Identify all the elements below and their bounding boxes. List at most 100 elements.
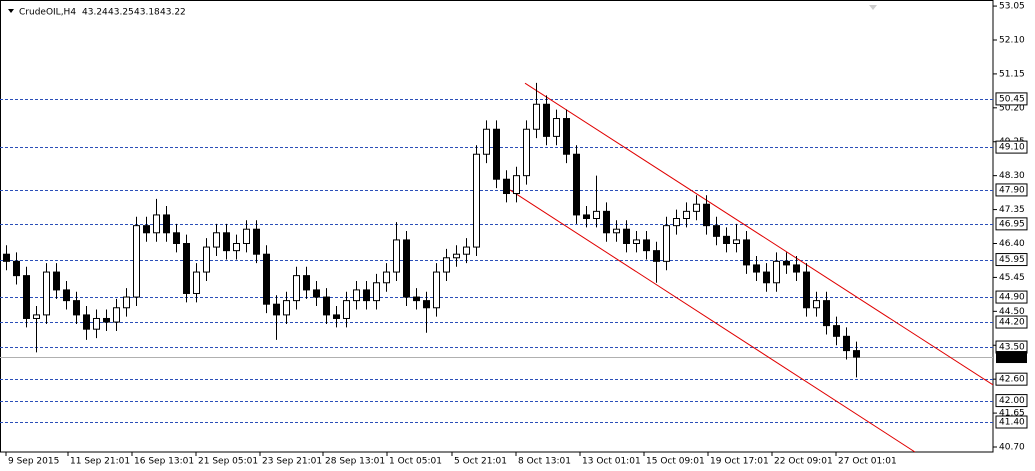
candle-body (523, 128, 530, 177)
candle-body (553, 118, 560, 137)
x-tick-label: 5 Oct 21:01 (454, 457, 507, 467)
candle-body (233, 242, 240, 252)
x-tick-label: 19 Oct 17:01 (710, 457, 769, 467)
candle-body (743, 239, 750, 266)
level-label: 42.60 (999, 375, 1025, 385)
y-tick-label: 41.65 (999, 409, 1025, 419)
candle-body (853, 350, 860, 358)
x-tick-label: 27 Oct 01:01 (838, 457, 897, 467)
x-tick-label: 9 Sep 2015 (8, 457, 59, 467)
candle-body (313, 289, 320, 298)
candle-body (23, 275, 30, 319)
level-label: 41.40 (999, 418, 1025, 428)
candle-body (133, 225, 140, 298)
candle-body (503, 178, 510, 195)
x-tick-label: 13 Oct 01:01 (582, 457, 641, 467)
candle-body (563, 118, 570, 155)
y-tick-label: 45.45 (999, 273, 1025, 283)
candle-body (423, 300, 430, 309)
level-label: 46.95 (999, 219, 1025, 229)
x-tick-label: 28 Sep 13:01 (325, 457, 385, 467)
ohlc-open: 43.24 (82, 8, 108, 18)
candle-body (723, 235, 730, 244)
candle-body (753, 264, 760, 273)
candle-body (453, 253, 460, 259)
candle-body (433, 271, 440, 309)
candle-body (513, 175, 520, 195)
level-label-box (995, 217, 1028, 231)
x-tick-label: 8 Oct 13:01 (518, 457, 571, 467)
current-price-box (996, 351, 1027, 364)
x-tick-label: 1 Oct 05:01 (389, 457, 442, 467)
level-label-box (995, 372, 1028, 386)
candle-body (283, 300, 290, 316)
candle-body (43, 271, 50, 316)
candle-body (193, 271, 200, 294)
level-label-box (995, 315, 1028, 329)
x-tick-label: 15 Oct 09:01 (646, 457, 705, 467)
x-tick-label: 22 Oct 09:01 (774, 457, 833, 467)
candle-body (813, 300, 820, 309)
candle-body (673, 218, 680, 227)
candle-body (353, 289, 360, 302)
candle-body (733, 239, 740, 244)
candle-body (303, 275, 310, 291)
candle-body (373, 282, 380, 302)
level-label: 44.90 (999, 293, 1025, 303)
candle-body (823, 300, 830, 327)
level-label: 49.10 (999, 143, 1025, 153)
candle-body (13, 260, 20, 277)
candle-body (573, 153, 580, 216)
candle-body (243, 228, 250, 244)
y-tick-label: 51.15 (999, 69, 1025, 79)
candle-body (703, 203, 710, 227)
y-tick-label: 48.30 (999, 171, 1025, 181)
candle-body (63, 289, 70, 302)
current-price-label: 43.22 (999, 353, 1025, 363)
candle-body (543, 103, 550, 137)
candle-body (213, 232, 220, 248)
candle-body (583, 214, 590, 220)
candle-body (413, 296, 420, 302)
level-label: 44.20 (999, 318, 1025, 328)
ohlc-high: 43.25 (108, 8, 134, 18)
candle-body (223, 232, 230, 252)
candle-body (113, 307, 120, 323)
x-tick-label: 16 Sep 13:01 (134, 457, 194, 467)
candle-body (123, 296, 130, 309)
candle-body (153, 214, 160, 234)
candle-body (783, 260, 790, 266)
candle-body (203, 246, 210, 273)
candle-body (713, 225, 720, 237)
candle-body (473, 153, 480, 248)
y-tick-label: 47.35 (999, 205, 1025, 215)
candle-body (93, 317, 100, 330)
candle-body (83, 314, 90, 330)
x-tick-label: 11 Sep 21:01 (70, 457, 130, 467)
y-tick-label: 52.10 (999, 35, 1025, 45)
candle-body (663, 225, 670, 262)
x-tick-label: 23 Sep 21:01 (262, 457, 322, 467)
trendline (509, 189, 916, 452)
y-tick-label: 40.70 (999, 443, 1025, 453)
candle-body (643, 239, 650, 252)
candle-body (533, 103, 540, 130)
candle-body (343, 300, 350, 319)
candle-body (693, 203, 700, 212)
level-label-box (995, 253, 1028, 267)
candle-body (443, 257, 450, 273)
ohlc-close: 43.22 (160, 8, 186, 18)
candle-body (493, 128, 500, 180)
candle-body (653, 250, 660, 262)
menu-arrow (8, 9, 14, 13)
candle-body (793, 264, 800, 273)
level-label-box (995, 183, 1028, 197)
level-label-box (995, 394, 1028, 408)
candle-body (383, 271, 390, 284)
level-label-box (995, 415, 1028, 429)
candle-body (73, 300, 80, 316)
candle-body (33, 314, 40, 319)
candle-body (53, 271, 60, 291)
